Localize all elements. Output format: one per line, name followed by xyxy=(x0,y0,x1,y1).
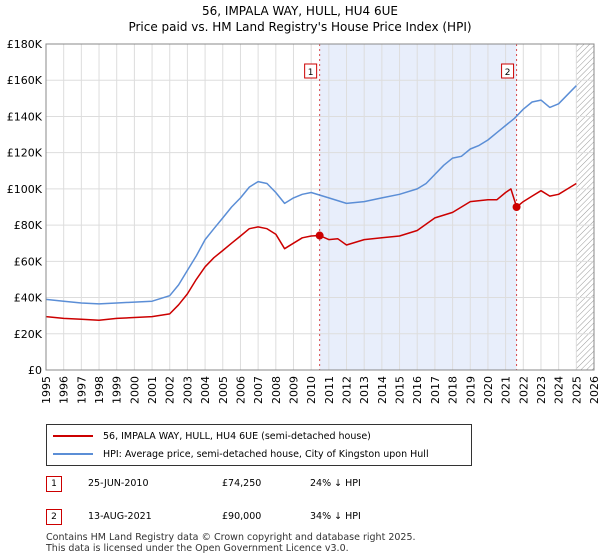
sale-price: £74,250 xyxy=(222,478,262,489)
legend-label-property: 56, IMPALA WAY, HULL, HU4 6UE (semi-deta… xyxy=(103,430,371,442)
legend-item-hpi: HPI: Average price, semi-detached house,… xyxy=(53,446,429,462)
sale-marker-box xyxy=(304,63,318,79)
y-tick-label: £120K xyxy=(7,147,43,160)
x-tick-label: 2017 xyxy=(429,376,442,404)
y-tick-label: £60K xyxy=(14,255,43,268)
sale-date: 25-JUN-2010 xyxy=(88,478,149,489)
x-tick-label: 1995 xyxy=(40,376,53,404)
y-tick-label: £20K xyxy=(14,328,43,341)
sale-number-badge: 1 xyxy=(46,476,62,492)
x-tick-label: 1997 xyxy=(75,376,88,404)
y-tick-label: £140K xyxy=(7,110,43,123)
ownership-shade xyxy=(319,44,517,370)
sale-point xyxy=(512,203,521,211)
legend: 56, IMPALA WAY, HULL, HU4 6UE (semi-deta… xyxy=(46,424,472,466)
x-tick-label: 2020 xyxy=(482,376,495,404)
x-tick-label: 2001 xyxy=(146,376,159,404)
y-tick-label: £160K xyxy=(7,74,43,87)
hpi-line xyxy=(45,85,577,305)
x-tick-label: 2010 xyxy=(305,376,318,404)
property-price-line xyxy=(45,182,577,321)
x-tick-label: 2009 xyxy=(287,376,300,404)
x-tick-label: 2015 xyxy=(394,376,407,404)
legend-swatch-blue xyxy=(53,453,93,455)
x-tick-label: 2011 xyxy=(323,376,336,404)
sale-marker-label: 1 xyxy=(308,68,314,78)
y-tick-label: £40K xyxy=(14,292,43,305)
legend-swatch-red xyxy=(53,435,93,437)
x-tick-label: 1999 xyxy=(111,376,124,404)
x-tick-label: 2018 xyxy=(447,376,460,404)
y-tick-label: £180K xyxy=(7,38,43,51)
footer-copyright: Contains HM Land Registry data © Crown c… xyxy=(46,532,416,543)
sale-point xyxy=(315,231,324,240)
sale-hpi-diff: 24% ↓ HPI xyxy=(310,478,361,489)
x-tick-label: 2006 xyxy=(234,376,247,404)
sale-price: £90,000 xyxy=(222,511,262,522)
x-tick-label: 2024 xyxy=(553,376,566,404)
x-tick-label: 2013 xyxy=(358,376,371,404)
forecast-hatch xyxy=(576,44,594,370)
x-tick-label: 2000 xyxy=(128,376,141,404)
x-tick-label: 2023 xyxy=(535,376,548,404)
x-tick-label: 2003 xyxy=(181,376,194,404)
sale-marker-box xyxy=(501,63,515,79)
x-tick-label: 2016 xyxy=(411,376,424,404)
x-tick-label: 2025 xyxy=(570,376,583,404)
x-tick-label: 2012 xyxy=(341,376,354,404)
price-chart: 1 2 £0 £20K £40K £60K £80K £100K £120K £140K £160K… xyxy=(7,38,600,404)
x-tick-label: 1998 xyxy=(93,376,106,404)
legend-label-hpi: HPI: Average price, semi-detached house,… xyxy=(103,448,429,460)
x-tick-label: 2021 xyxy=(500,376,513,404)
x-tick-label: 2005 xyxy=(217,376,230,404)
x-tick-label: 1996 xyxy=(58,376,71,404)
legend-item-property: 56, IMPALA WAY, HULL, HU4 6UE (semi-deta… xyxy=(53,428,371,444)
sale-hpi-diff: 34% ↓ HPI xyxy=(310,511,361,522)
chart-title: 56, IMPALA WAY, HULL, HU4 6UE xyxy=(202,4,398,18)
sale-number-badge: 2 xyxy=(46,509,62,525)
footer-licence: This data is licensed under the Open Gov… xyxy=(46,543,349,554)
x-tick-label: 2002 xyxy=(164,376,177,404)
plot-frame xyxy=(45,43,595,371)
y-tick-label: £80K xyxy=(14,219,43,232)
y-tick-label: £100K xyxy=(7,183,43,196)
x-tick-label: 2026 xyxy=(588,376,600,404)
chart-subtitle: Price paid vs. HM Land Registry's House … xyxy=(128,20,472,34)
x-tick-label: 2004 xyxy=(199,376,212,404)
sale-marker-label: 2 xyxy=(505,68,511,78)
x-tick-label: 2022 xyxy=(517,376,530,404)
x-tick-label: 2008 xyxy=(270,376,283,404)
y-tick-label: £0 xyxy=(28,364,42,377)
x-tick-label: 2014 xyxy=(376,376,389,404)
x-tick-label: 2007 xyxy=(252,376,265,404)
sale-date: 13-AUG-2021 xyxy=(88,511,152,522)
x-tick-label: 2019 xyxy=(464,376,477,404)
